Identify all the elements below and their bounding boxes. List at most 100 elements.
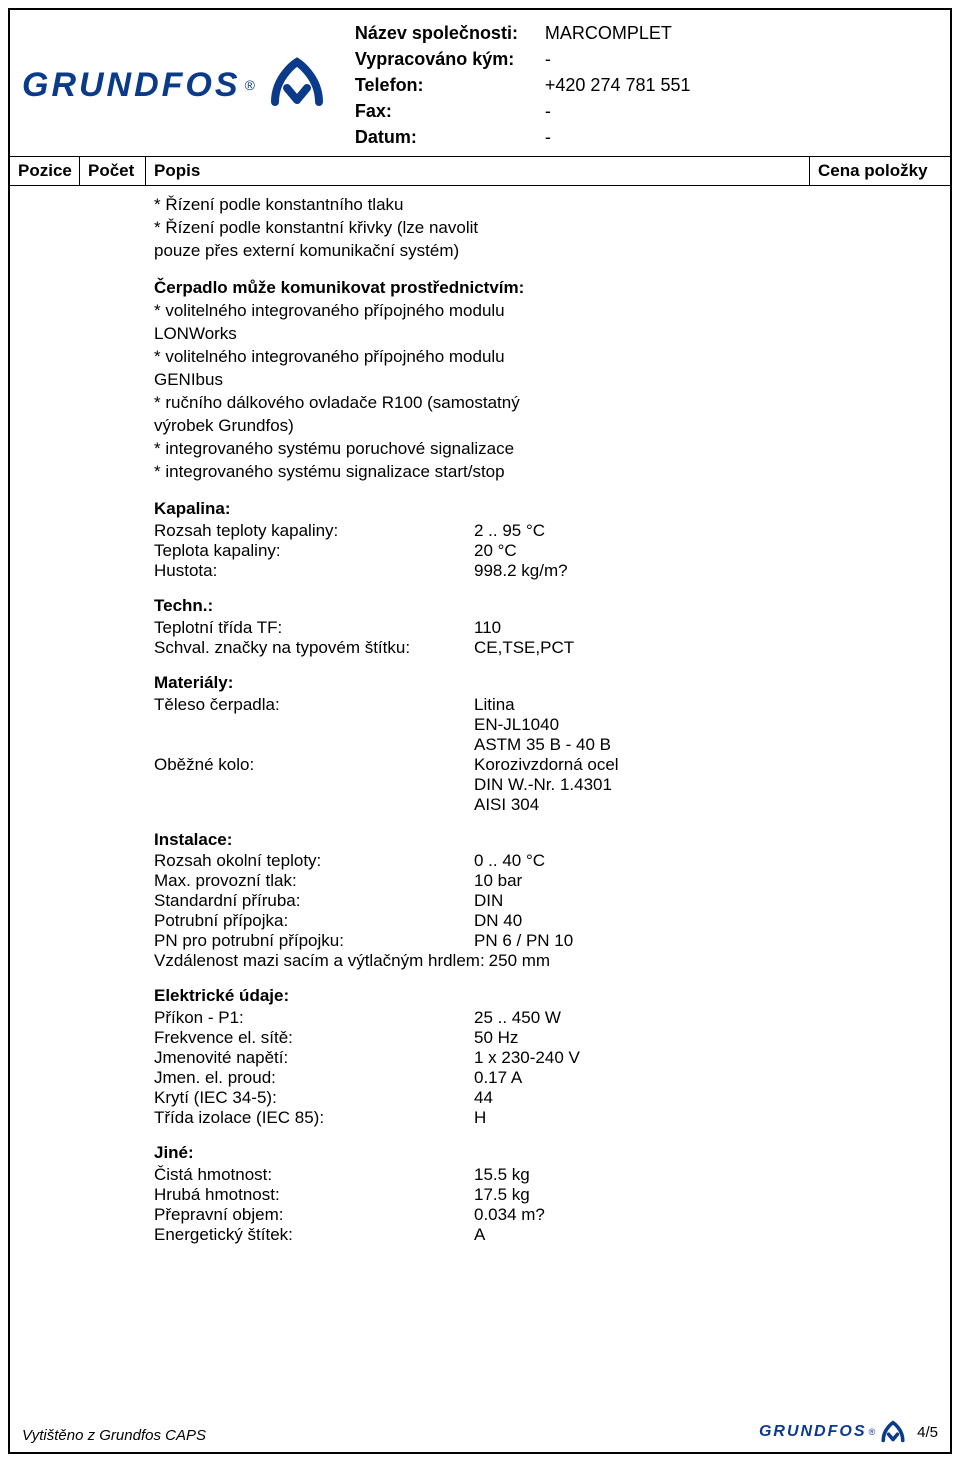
kv-key: Standardní příruba: (154, 891, 474, 911)
bullet: * Řízení podle konstantní křivky (lze na… (154, 217, 938, 240)
kv-val: ASTM 35 B - 40 B (474, 735, 611, 755)
company-label: Název společnosti: (355, 20, 545, 46)
communication-section: Čerpadlo může komunikovat prostřednictví… (154, 277, 938, 483)
kv-val: 2 .. 95 °C (474, 521, 545, 541)
bullet: * Řízení podle konstantního tlaku (154, 194, 938, 217)
comm-item: * integrovaného systému signalizace star… (154, 461, 938, 484)
company-value: MARCOMPLET (545, 20, 672, 46)
col-cena: Cena položky (810, 157, 950, 185)
comm-item: GENIbus (154, 369, 938, 392)
jine-title: Jiné: (154, 1142, 938, 1165)
kv-val: 17.5 kg (474, 1185, 530, 1205)
techn-section: Techn.: Teplotní třída TF:110 Schval. zn… (154, 595, 938, 658)
kv-key: Příkon - P1: (154, 1008, 474, 1028)
comm-item: * volitelného integrovaného přípojného m… (154, 346, 938, 369)
col-pozice: Pozice (10, 157, 80, 185)
page-number: 4/5 (917, 1424, 938, 1441)
kv-val: 0.17 A (474, 1068, 522, 1088)
kv-key: Potrubní přípojka: (154, 911, 474, 931)
comm-title: Čerpadlo může komunikovat prostřednictví… (154, 277, 938, 300)
kv-key: Přepravní objem: (154, 1205, 474, 1225)
kv-key: Hrubá hmotnost: (154, 1185, 474, 1205)
registered-icon: ® (869, 1427, 876, 1437)
control-modes: * Řízení podle konstantního tlaku * Říze… (154, 194, 938, 263)
kv-val: Litina (474, 695, 515, 715)
author-label: Vypracováno kým: (355, 46, 545, 72)
footer: Vytištěno z Grundfos CAPS GRUNDFOS ® 4/5 (22, 1420, 938, 1444)
kv-val: 20 °C (474, 541, 517, 561)
phone-value: +420 274 781 551 (545, 72, 691, 98)
kv-val: 0.034 m? (474, 1205, 545, 1225)
col-pocet: Počet (80, 157, 146, 185)
header-info: Název společnosti: MARCOMPLET Vypracován… (355, 20, 691, 150)
kv-val: AISI 304 (474, 795, 539, 815)
kv-key: Třída izolace (IEC 85): (154, 1108, 474, 1128)
elektricke-title: Elektrické údaje: (154, 985, 938, 1008)
techn-title: Techn.: (154, 595, 938, 618)
author-value: - (545, 46, 551, 72)
kv-val: 0 .. 40 °C (474, 851, 545, 871)
kv-key (154, 775, 474, 795)
header: GRUNDFOS ® Název společnosti: MARCOMPLET… (10, 10, 950, 156)
kv-key: Vzdálenost mazi sacím a výtlačným hrdlem… (154, 951, 489, 971)
kv-key: Čistá hmotnost: (154, 1165, 474, 1185)
kv-key: Jmen. el. proud: (154, 1068, 474, 1088)
kv-val: A (474, 1225, 485, 1245)
kv-key: Teplotní třída TF: (154, 618, 474, 638)
kapalina-title: Kapalina: (154, 498, 938, 521)
kv-key: Rozsah okolní teploty: (154, 851, 474, 871)
kv-val: PN 6 / PN 10 (474, 931, 573, 951)
kv-val: DIN W.-Nr. 1.4301 (474, 775, 612, 795)
bullet: pouze přes externí komunikační systém) (154, 240, 938, 263)
comm-item: * integrovaného systému poruchové signal… (154, 438, 938, 461)
kv-key: Jmenovité napětí: (154, 1048, 474, 1068)
kv-val: 50 Hz (474, 1028, 518, 1048)
kv-val: 10 bar (474, 871, 522, 891)
kv-key (154, 715, 474, 735)
materialy-title: Materiály: (154, 672, 938, 695)
comm-item: * ručního dálkového ovladače R100 (samos… (154, 392, 938, 415)
registered-icon: ® (245, 77, 255, 93)
kv-val: 1 x 230-240 V (474, 1048, 580, 1068)
phone-label: Telefon: (355, 72, 545, 98)
kv-key: Schval. značky na typovém štítku: (154, 638, 474, 658)
brand-icon (267, 56, 327, 115)
printed-from: Vytištěno z Grundfos CAPS (22, 1427, 206, 1444)
kv-val: Korozivzdorná ocel (474, 755, 619, 775)
page: GRUNDFOS ® Název společnosti: MARCOMPLET… (8, 8, 952, 1454)
kv-val: DIN (474, 891, 503, 911)
kv-key: Frekvence el. sítě: (154, 1028, 474, 1048)
kv-val: 998.2 kg/m? (474, 561, 568, 581)
kv-key: Krytí (IEC 34-5): (154, 1088, 474, 1108)
pocet-cell (80, 186, 146, 1253)
kv-key: Rozsah teploty kapaliny: (154, 521, 474, 541)
footer-logo: GRUNDFOS ® 4/5 (759, 1420, 938, 1444)
kv-val: H (474, 1108, 486, 1128)
instalace-section: Instalace: Rozsah okolní teploty:0 .. 40… (154, 829, 938, 972)
table-body: * Řízení podle konstantního tlaku * Říze… (10, 186, 950, 1253)
pozice-cell (10, 186, 80, 1253)
kv-key: Energetický štítek: (154, 1225, 474, 1245)
fax-label: Fax: (355, 98, 545, 124)
fax-value: - (545, 98, 551, 124)
date-label: Datum: (355, 124, 545, 150)
jine-section: Jiné: Čistá hmotnost:15.5 kg Hrubá hmotn… (154, 1142, 938, 1245)
comm-item: * volitelného integrovaného přípojného m… (154, 300, 938, 323)
kv-key: Teplota kapaliny: (154, 541, 474, 561)
kv-val: 110 (474, 618, 501, 638)
elektricke-section: Elektrické údaje: Příkon - P1:25 .. 450 … (154, 985, 938, 1128)
kv-key: PN pro potrubní přípojku: (154, 931, 474, 951)
kv-val: DN 40 (474, 911, 522, 931)
kv-val: 15.5 kg (474, 1165, 530, 1185)
kv-key: Oběžné kolo: (154, 755, 474, 775)
comm-item: výrobek Grundfos) (154, 415, 938, 438)
kv-val: 250 mm (489, 951, 550, 971)
instalace-title: Instalace: (154, 829, 938, 852)
kv-key: Max. provozní tlak: (154, 871, 474, 891)
logo: GRUNDFOS ® (22, 56, 327, 115)
materialy-section: Materiály: Těleso čerpadla:Litina EN-JL1… (154, 672, 938, 815)
kv-val: 25 .. 450 W (474, 1008, 561, 1028)
kv-key: Těleso čerpadla: (154, 695, 474, 715)
footer-brand: GRUNDFOS (759, 1423, 867, 1441)
kv-val: 44 (474, 1088, 493, 1108)
